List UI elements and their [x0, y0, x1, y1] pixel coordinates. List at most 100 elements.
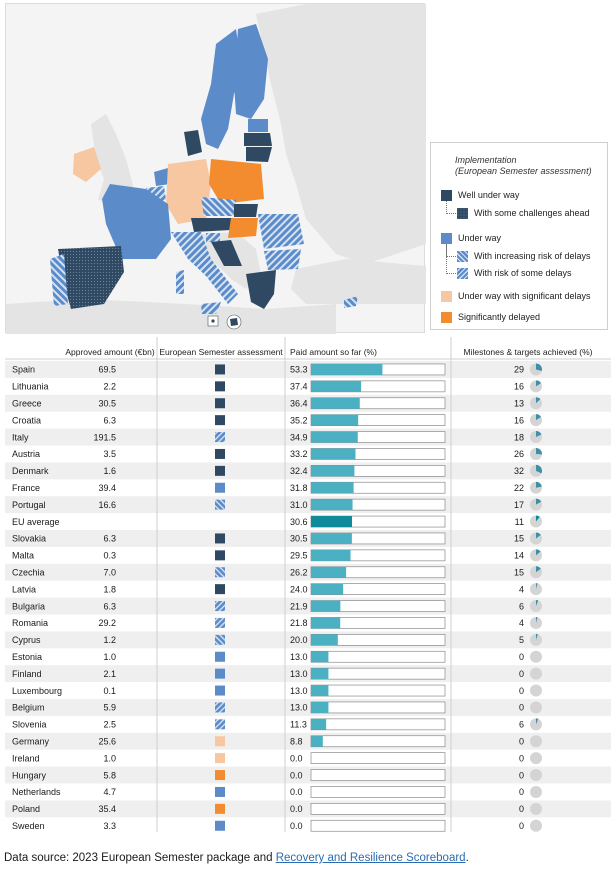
assessment-marker [215, 432, 225, 443]
africa-land [6, 299, 336, 334]
approved-value: 3.5 [103, 449, 116, 459]
paid-bar [311, 549, 351, 561]
map-panel [5, 3, 426, 334]
country-label: Cyprus [12, 635, 41, 645]
approved-value: 30.5 [98, 398, 116, 408]
milestones-pie-bg [530, 802, 542, 815]
paid-value: 21.9 [290, 601, 308, 611]
milestones-pie-slice [536, 397, 541, 404]
paid-value: 8.8 [290, 736, 303, 746]
assessment-marker [215, 533, 225, 544]
legend-swatch-under-hatch2 [457, 267, 468, 279]
milestones-pie-bg [530, 701, 542, 714]
milestones-pie-slice [536, 431, 542, 438]
paid-value: 34.9 [290, 432, 308, 442]
milestones-value: 4 [519, 618, 524, 628]
table-row: Lithuania 2.2 37.4 16 [12, 380, 542, 393]
country-label: Luxembourg [12, 686, 62, 696]
milestones-value: 13 [514, 398, 524, 408]
map-slovakia [234, 204, 258, 217]
table-row: Croatia 6.3 35.2 16 [12, 414, 542, 427]
assessment-marker [215, 415, 225, 426]
table-row: Greece 30.5 36.4 13 [12, 397, 542, 410]
scoreboard-link[interactable]: Recovery and Resilience Scoreboard [275, 852, 466, 864]
milestones-pie-slice [536, 583, 538, 590]
milestones-value: 0 [519, 669, 524, 679]
paid-value: 31.8 [290, 483, 308, 493]
milestones-value: 29 [514, 365, 524, 375]
milestones-pie-bg [530, 735, 542, 748]
approved-value: 0.1 [103, 686, 116, 696]
legend-item-under: Under way [441, 232, 501, 244]
legend: Implementation (European Semester assess… [430, 142, 608, 330]
country-label: Romania [12, 618, 48, 628]
approved-value: 1.2 [103, 635, 116, 645]
assessment-marker [215, 448, 225, 459]
map-finland [234, 24, 268, 119]
map-spain [58, 246, 124, 309]
uk-land [91, 114, 134, 204]
country-label: Ireland [12, 753, 40, 763]
country-label: Czechia [12, 567, 45, 577]
paid-value: 35.2 [290, 415, 308, 425]
milestones-pie-slice [536, 633, 538, 640]
paid-value: 53.3 [290, 365, 308, 375]
country-label: France [12, 483, 40, 493]
legend-item-under-hatch2: With risk of some delays [457, 267, 572, 279]
table-row: Slovenia 2.5 11.3 6 [12, 718, 542, 731]
paid-bar [311, 718, 327, 730]
legend-item-well-hatch: With some challenges ahead [457, 207, 590, 219]
milestones-value: 15 [514, 534, 524, 544]
paid-bar [311, 685, 329, 697]
approved-value: 191.5 [93, 432, 116, 442]
assessment-marker [215, 465, 225, 476]
paid-bar [311, 600, 341, 612]
milestones-value: 6 [519, 720, 524, 730]
assessment-marker [215, 398, 225, 409]
milestones-pie-bg [530, 684, 542, 697]
table-row: Finland 2.1 13.0 0 [12, 667, 542, 680]
table-row: Germany 25.6 8.8 0 [12, 735, 542, 748]
paid-bar [311, 482, 354, 494]
paid-bar-track [310, 819, 446, 832]
paid-bar-track [310, 718, 446, 731]
table-row: Cyprus 1.2 20.0 5 [12, 633, 542, 646]
assessment-marker [215, 770, 225, 781]
country-label: Germany [12, 736, 50, 746]
map-poland [209, 159, 264, 204]
approved-value: 5.9 [103, 703, 116, 713]
map-germany [166, 159, 211, 224]
approved-value: 2.1 [103, 669, 116, 679]
paid-bar-track [310, 769, 446, 781]
table-row: EU average 30.6 11 [12, 515, 542, 528]
milestones-pie-bg [530, 752, 542, 765]
assessment-marker [215, 550, 225, 561]
country-label: Austria [12, 449, 40, 459]
milestones-value: 4 [519, 584, 524, 594]
paid-bar-track [310, 650, 446, 663]
country-label: Lithuania [12, 382, 49, 392]
table-row: Czechia 7.0 26.2 15 [12, 566, 542, 579]
assessment-marker [215, 685, 225, 696]
approved-value: 29.2 [98, 618, 116, 628]
legend-swatch-well-hatch [457, 207, 468, 219]
paid-bar-track [310, 786, 446, 798]
map-lithuania [246, 147, 272, 162]
paid-bar [311, 668, 329, 680]
table-row: Latvia 1.8 24.0 4 [12, 583, 542, 596]
assessment-marker [215, 736, 225, 747]
paid-bar [311, 448, 356, 460]
map-croatia [211, 240, 242, 266]
assessment-marker [215, 499, 225, 510]
paid-value: 37.4 [290, 382, 308, 392]
paid-bar-track [310, 667, 446, 680]
milestones-value: 22 [514, 483, 524, 493]
map-austria [191, 218, 234, 232]
milestones-value: 0 [519, 753, 524, 763]
milestones-value: 0 [519, 736, 524, 746]
milestones-pie-slice [536, 447, 543, 455]
milestones-value: 0 [519, 686, 524, 696]
map-denmark [184, 130, 202, 156]
approved-value: 1.0 [103, 753, 116, 763]
